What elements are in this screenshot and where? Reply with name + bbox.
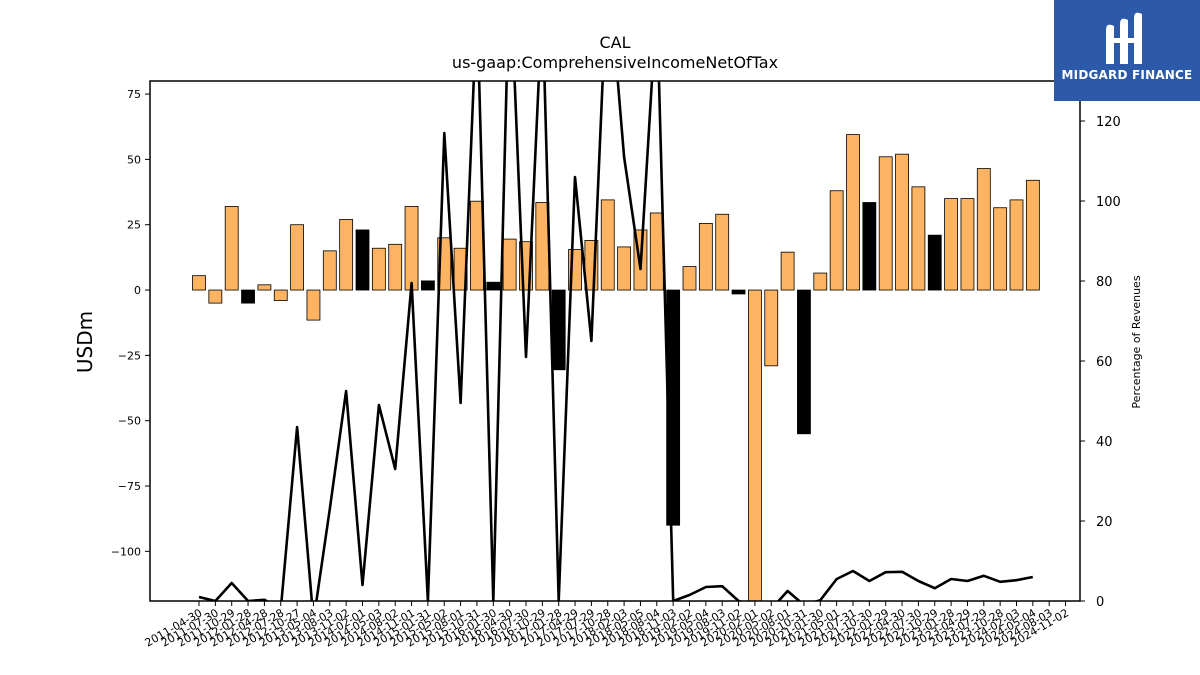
y2-tick-label: 0 [1096,595,1104,610]
y-axis-label: USDm [73,311,97,373]
bar-2020-05-02 [764,289,779,367]
bar-2018-08-04 [649,212,664,291]
bar-2021-05-01 [829,190,844,291]
bar-2020-08-01 [780,251,795,291]
bar-2021-10-30 [862,202,877,291]
bar-2012-01-28 [241,289,255,304]
bar-2014-05-03 [371,247,386,291]
bar-2014-11-01 [404,206,419,291]
bar-2019-08-03 [715,213,730,291]
bar-2016-10-29 [535,202,550,291]
bar-2019-05-04 [698,223,713,291]
y-tick-label: 0 [134,284,141,297]
bar-2012-10-27 [290,224,305,291]
y2-tick-label: 20 [1096,515,1113,530]
y-tick-label: 75 [127,88,141,101]
y-tick-label: 25 [127,219,141,232]
bar-2023-07-29 [976,168,991,291]
bar-2015-01-31 [420,280,435,291]
chart-subtitle: us-gaap:ComprehensiveIncomeNetOfTax [452,53,778,72]
bar-2012-07-28 [273,289,288,301]
bar-2017-10-28 [600,199,615,291]
bar-2012-04-28 [257,284,272,291]
chart-title: CAL [599,33,630,52]
y2-tick-label: 80 [1096,275,1113,290]
y2-tick-label: 120 [1096,115,1121,130]
bar-2011-04-30 [192,275,206,291]
bar-2015-10-31 [470,200,484,291]
bar-2022-10-29 [927,234,942,291]
bar-2017-01-28 [551,289,566,371]
bar-2018-02-03 [617,246,631,291]
plot-frame [149,80,1081,602]
logo-mark-icon [1106,12,1142,65]
bar-2021-07-31 [846,134,860,291]
y2-tick-label: 40 [1096,435,1113,450]
bars [192,134,1040,601]
bar-2024-05-04 [1025,179,1040,291]
bar-2014-08-02 [388,243,403,291]
y-tick-label: 50 [127,153,141,166]
bar-2022-04-30 [895,153,909,291]
bar-2011-07-30 [208,289,223,304]
bar-2023-04-29 [960,198,975,291]
bar-2023-10-28 [993,207,1008,291]
bar-2013-11-02 [339,219,354,291]
bar-2020-02-01 [748,289,762,601]
y-tick-label: −25 [118,349,141,362]
bar-2020-10-31 [797,289,811,435]
y-tick-label: −50 [118,415,141,428]
percentage-of-revenues-line [198,81,1034,601]
x-tick-labels: 2011-04-302011-07-302011-10-292012-01-28… [143,601,1071,650]
bar-2024-02-03 [1009,199,1024,291]
y-tick-label: −100 [111,545,141,558]
bar-2022-01-29 [878,156,893,291]
bar-2023-01-28 [944,198,958,291]
y2-tick-label: 100 [1096,195,1121,210]
bar-2019-02-02 [682,266,697,291]
y2-axis-label: Percentage of Revenues [1130,275,1143,408]
bar-2016-04-30 [502,238,517,291]
bar-2011-10-29 [224,206,239,291]
axes: 75 50 25 0 −25 −50 −75 −100 0 20 40 60 80 100 120 [111,80,1121,610]
y2-tick-label: 60 [1096,355,1113,370]
bar-2013-05-04 [306,289,321,321]
bar-2014-02-01 [355,229,370,291]
y-tick-label: −75 [118,480,141,493]
brand-logo: MIDGARD FINANCE [1054,0,1200,101]
bar-2016-01-30 [486,281,501,291]
bar-2013-08-03 [322,250,337,291]
bar-2021-01-30 [813,272,828,291]
bar-2022-07-30 [911,186,926,291]
logo-text: MIDGARD FINANCE [1061,68,1193,82]
bar-2019-11-02 [731,289,746,295]
percentage-line-layer [198,81,1034,601]
